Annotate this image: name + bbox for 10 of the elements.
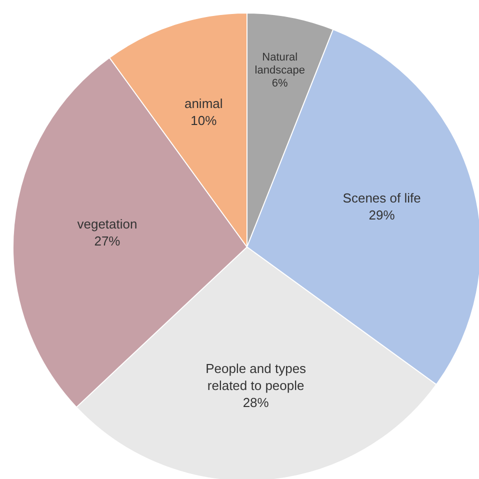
data-label: 10% [190, 113, 218, 128]
data-label: 6% [272, 78, 288, 90]
slice-label: People and types related to people [206, 362, 307, 394]
slice-label: Scenes of life [342, 190, 421, 206]
slice-label: vegetation [77, 216, 138, 232]
slice-label: Natural landscape [254, 52, 305, 77]
data-label: 28% [242, 396, 270, 411]
data-label: 29% [368, 208, 396, 223]
data-label: 27% [94, 234, 121, 249]
slice-label: animal [184, 96, 223, 112]
